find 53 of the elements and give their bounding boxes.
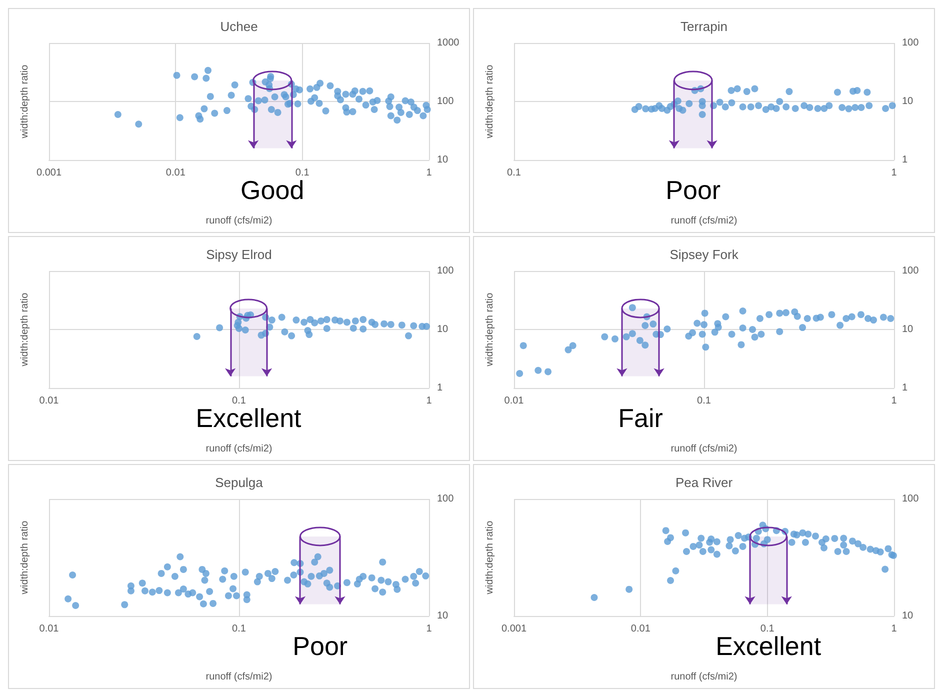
x-tick-label: 0.01 bbox=[39, 624, 60, 634]
x-axis-title: runoff (cfs/mi2) bbox=[670, 444, 738, 454]
y-tick-label: 100 bbox=[437, 96, 454, 107]
y-tick-label: 10 bbox=[902, 324, 914, 335]
y-axis-title: width:depth ratio bbox=[484, 64, 496, 140]
y-tick-label: 10 bbox=[437, 324, 449, 335]
y-tick-label: 100 bbox=[902, 266, 920, 276]
y-tick-label: 1 bbox=[437, 382, 443, 394]
chart-title: Sepulga bbox=[215, 475, 264, 490]
y-tick-label: 1000 bbox=[437, 38, 460, 48]
x-tick-label: 0.1 bbox=[697, 396, 712, 406]
x-tick-label: 0.001 bbox=[36, 168, 62, 178]
chart-title: Sipsy Elrod bbox=[206, 247, 272, 262]
x-axis-title: runoff (cfs/mi2) bbox=[670, 216, 738, 226]
y-tick-label: 100 bbox=[902, 38, 920, 48]
y-tick-label: 100 bbox=[437, 494, 454, 504]
y-tick-label: 1 bbox=[902, 154, 908, 166]
y-tick-label: 100 bbox=[437, 266, 454, 276]
x-tick-label: 1 bbox=[426, 168, 432, 178]
y-tick-label: 100 bbox=[902, 494, 920, 504]
y-axis-title: width:depth ratio bbox=[20, 64, 30, 140]
x-tick-label: 1 bbox=[891, 396, 898, 406]
y-tick-label: 10 bbox=[437, 154, 449, 166]
y-tick-label: 10 bbox=[902, 96, 914, 107]
x-tick-label: 0.01 bbox=[504, 396, 524, 406]
x-axis-title: runoff (cfs/mi2) bbox=[206, 672, 272, 682]
x-axis-title: runoff (cfs/mi2) bbox=[670, 672, 738, 682]
x-tick-label: 0.01 bbox=[630, 624, 651, 634]
y-tick-label: 10 bbox=[437, 610, 449, 622]
x-tick-label: 0.1 bbox=[507, 168, 522, 178]
y-tick-label: 1 bbox=[902, 382, 908, 394]
chart-title: Pea River bbox=[675, 475, 734, 490]
y-axis-title: width:depth ratio bbox=[484, 520, 496, 596]
y-tick-label: 10 bbox=[902, 610, 914, 622]
x-tick-label: 1 bbox=[891, 168, 898, 178]
legend-label: Poor bbox=[666, 175, 721, 205]
y-axis-title: width:depth ratio bbox=[484, 292, 496, 368]
legend-label: Fair bbox=[618, 403, 664, 433]
x-axis-title: runoff (cfs/mi2) bbox=[206, 444, 272, 454]
chart-title: Terrapin bbox=[680, 19, 728, 34]
x-tick-label: 1 bbox=[426, 624, 432, 634]
x-axis-title: runoff (cfs/mi2) bbox=[206, 216, 272, 226]
x-tick-label: 1 bbox=[426, 396, 432, 406]
x-tick-label: 0.1 bbox=[232, 624, 246, 634]
chart-title: Uchee bbox=[220, 19, 258, 34]
chart-title: Sipsey Fork bbox=[670, 247, 739, 262]
x-tick-label: 0.01 bbox=[166, 168, 186, 178]
legend-label: Poor bbox=[292, 631, 348, 661]
x-tick-label: 0.001 bbox=[501, 624, 527, 634]
y-axis-title: width:depth ratio bbox=[20, 292, 30, 368]
y-axis-title: width:depth ratio bbox=[20, 520, 30, 596]
x-tick-label: 0.01 bbox=[39, 396, 60, 406]
x-tick-label: 1 bbox=[891, 624, 898, 634]
